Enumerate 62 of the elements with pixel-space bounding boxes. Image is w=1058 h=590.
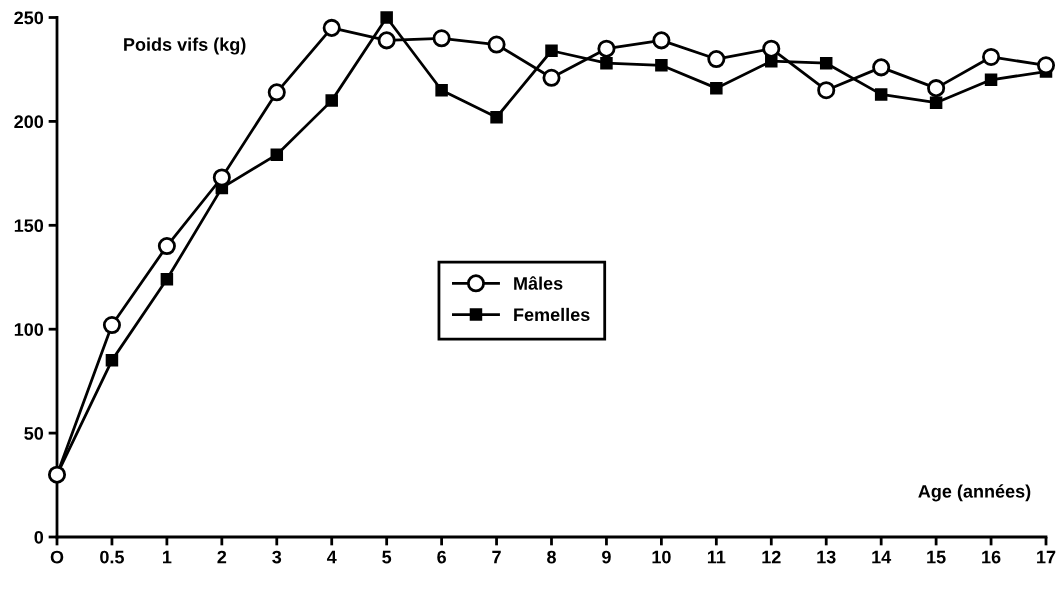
x-tick-label: 11 <box>707 550 726 564</box>
legend-label: Mâles <box>514 276 563 290</box>
point <box>545 44 558 57</box>
x-tick-label: 17 <box>1037 550 1056 564</box>
point <box>984 73 998 87</box>
point <box>377 31 396 50</box>
point <box>157 237 176 256</box>
x-tick-label: O <box>50 550 64 564</box>
point <box>542 68 561 87</box>
x-tick-label: 0.5 <box>100 550 124 564</box>
point <box>105 354 119 367</box>
point <box>874 88 888 101</box>
x-tick-label: 7 <box>492 550 501 564</box>
point <box>432 29 451 48</box>
point <box>762 39 781 58</box>
x-tick-label: 16 <box>982 550 1001 564</box>
point <box>270 148 284 161</box>
point <box>982 47 1001 67</box>
x-tick-label: 1 <box>163 550 172 564</box>
point <box>267 83 286 102</box>
point <box>1036 56 1056 75</box>
x-tick-label: 14 <box>872 550 892 564</box>
y-tick-label: 150 <box>14 219 44 233</box>
x-tick-label: 3 <box>272 550 282 564</box>
x-tick-label: 4 <box>326 550 337 564</box>
point <box>435 83 448 97</box>
point <box>655 59 668 72</box>
point <box>819 56 833 70</box>
legend-label: Femelles <box>514 307 590 322</box>
x-axis-title: Age (années) <box>918 484 1031 502</box>
y-tick-label: 0 <box>34 530 44 544</box>
y-tick-label: 50 <box>24 427 44 440</box>
x-tick-label: 15 <box>927 550 946 564</box>
point <box>490 110 503 124</box>
x-tick-label: 13 <box>817 550 836 564</box>
y-tick-label: 250 <box>14 11 44 25</box>
x-tick-label: 5 <box>382 550 392 564</box>
y-tick-label: 200 <box>14 115 44 129</box>
x-tick-label: 6 <box>437 550 446 564</box>
point <box>600 56 613 70</box>
x-tick-label: 8 <box>547 550 556 564</box>
point <box>872 58 891 77</box>
y-axis-title: Poids vifs (kg) <box>124 37 246 55</box>
point <box>380 11 393 24</box>
point <box>325 94 338 107</box>
y-tick-label: 100 <box>14 323 44 336</box>
point <box>707 50 726 69</box>
point <box>765 54 778 68</box>
point <box>322 18 341 37</box>
point <box>929 96 943 109</box>
x-tick-label: 9 <box>602 550 611 564</box>
x-tick-label: 10 <box>652 550 671 564</box>
point <box>710 81 723 95</box>
point <box>160 273 174 286</box>
point <box>652 31 671 50</box>
x-tick-label: 12 <box>762 550 781 564</box>
point <box>487 35 506 54</box>
point <box>817 81 836 100</box>
x-tick-label: 2 <box>217 550 227 564</box>
point <box>927 79 946 98</box>
point <box>102 316 121 335</box>
point <box>597 39 616 58</box>
